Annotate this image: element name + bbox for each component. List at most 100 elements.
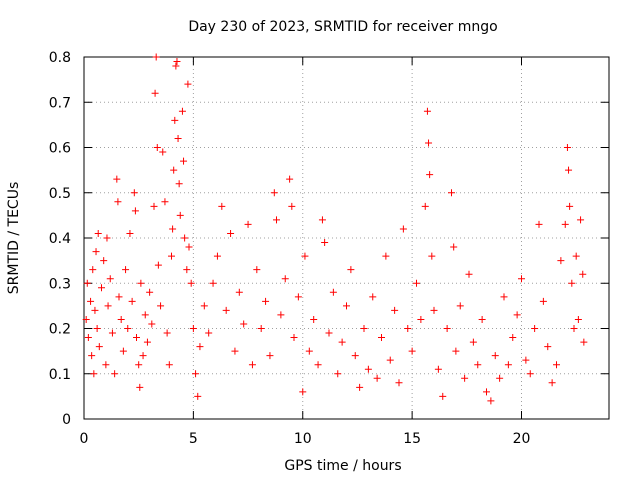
data-point xyxy=(169,225,177,233)
data-point xyxy=(491,352,499,360)
data-point xyxy=(448,189,455,197)
data-point xyxy=(288,202,296,210)
data-point xyxy=(130,189,138,197)
data-point xyxy=(231,347,239,355)
data-point xyxy=(181,234,189,242)
data-point xyxy=(314,361,322,369)
data-point xyxy=(102,361,110,369)
data-point xyxy=(235,288,243,296)
data-point xyxy=(205,329,213,337)
data-point xyxy=(150,202,158,210)
data-point xyxy=(83,279,91,287)
data-point xyxy=(161,198,169,206)
data-point xyxy=(580,338,588,346)
data-point xyxy=(184,80,192,88)
data-point xyxy=(192,370,200,378)
data-point xyxy=(106,275,114,283)
data-point xyxy=(146,288,154,296)
data-point xyxy=(483,388,490,396)
data-point xyxy=(165,361,173,369)
data-point xyxy=(133,334,140,342)
data-point xyxy=(395,379,403,387)
data-point xyxy=(465,270,473,278)
data-point xyxy=(443,325,451,332)
data-point xyxy=(196,343,204,351)
data-point xyxy=(373,374,381,382)
data-point xyxy=(566,202,574,210)
data-point xyxy=(565,166,573,174)
data-point xyxy=(111,370,119,378)
y-tick-label: 0.7 xyxy=(49,95,71,111)
data-point xyxy=(93,325,101,332)
data-point xyxy=(108,329,116,337)
data-point xyxy=(173,58,181,66)
data-point xyxy=(360,325,368,332)
ticks: 0 0.1 0.2 0.3 0.4 0.5 0.6 0.7 0.8 0 5 10 15 20 xyxy=(49,50,609,447)
x-tick-label: 0 xyxy=(80,431,89,447)
data-point xyxy=(399,225,407,233)
data-point xyxy=(526,370,534,378)
data-point xyxy=(143,338,151,346)
data-point xyxy=(200,302,208,310)
data-point xyxy=(89,266,97,274)
data-point xyxy=(213,252,221,260)
y-tick-label: 0.3 xyxy=(49,276,71,292)
x-tick-label: 20 xyxy=(513,431,531,447)
data-point xyxy=(117,315,125,323)
data-point xyxy=(82,315,90,323)
data-point xyxy=(113,175,121,183)
data-point xyxy=(151,89,159,97)
data-point xyxy=(382,252,390,260)
data-point xyxy=(153,144,161,151)
data-point xyxy=(513,311,521,319)
data-point xyxy=(496,374,504,382)
data-point xyxy=(428,252,436,260)
data-point xyxy=(378,334,385,342)
data-point xyxy=(98,284,105,292)
data-point xyxy=(408,347,416,355)
data-point xyxy=(240,320,248,328)
data-point xyxy=(548,379,556,387)
data-point xyxy=(248,361,256,369)
data-point xyxy=(135,361,143,369)
grid xyxy=(84,57,609,419)
data-point xyxy=(456,302,464,310)
data-point xyxy=(157,302,165,310)
data-point xyxy=(170,166,178,174)
data-point xyxy=(434,365,442,373)
data-point xyxy=(175,180,183,188)
data-point xyxy=(469,338,477,346)
data-point xyxy=(178,107,186,115)
data-point xyxy=(364,365,372,373)
data-point xyxy=(94,229,102,237)
data-point xyxy=(356,383,364,391)
data-point xyxy=(159,148,167,156)
data-point xyxy=(426,171,434,179)
data-point xyxy=(544,343,552,351)
y-tick-label: 0.5 xyxy=(49,186,71,202)
data-point xyxy=(574,315,582,323)
data-point xyxy=(128,297,136,305)
data-point xyxy=(310,315,318,323)
data-point xyxy=(180,157,188,165)
data-point xyxy=(172,62,180,70)
data-point xyxy=(194,392,202,400)
y-tick-label: 0 xyxy=(62,412,71,428)
data-point xyxy=(114,198,122,206)
data-point xyxy=(391,306,399,314)
y-tick-label: 0.8 xyxy=(49,50,71,66)
data-point xyxy=(404,325,412,332)
data-point xyxy=(568,279,576,287)
data-point xyxy=(286,175,294,183)
data-point xyxy=(452,347,460,355)
chart-title: Day 230 of 2023, SRMTID for receiver mng… xyxy=(188,19,497,35)
data-point xyxy=(474,361,482,369)
data-point xyxy=(325,329,333,337)
data-point xyxy=(329,288,337,296)
data-point xyxy=(351,352,359,360)
data-point xyxy=(90,370,98,378)
data-point xyxy=(91,306,99,314)
data-point xyxy=(570,325,578,332)
data-point xyxy=(423,107,431,115)
data-point xyxy=(122,266,130,274)
